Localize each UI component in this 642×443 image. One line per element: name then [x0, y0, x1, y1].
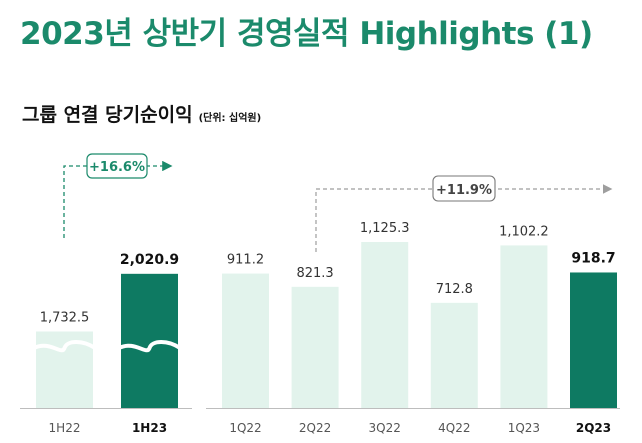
bar-3Q22 [361, 242, 409, 408]
value-label-3Q22: 1,125.3 [360, 221, 410, 236]
growth-annotations: +16.6% +11.9% [63, 153, 613, 252]
value-label-1Q23: 1,102.2 [499, 224, 549, 239]
axis-break-wave [33, 340, 97, 353]
bar-1H23 [121, 273, 178, 408]
tick-label-1Q22: 1Q22 [229, 421, 261, 435]
page-title: 2023년 상반기 경영실적 Highlights (1) [20, 16, 593, 52]
tick-label-2Q22: 2Q22 [299, 421, 331, 435]
tick-label-3Q22: 3Q22 [369, 421, 401, 435]
bar-2Q23 [570, 272, 617, 408]
quarter-growth-box [432, 175, 496, 202]
subtitle-text: 그룹 연결 당기순이익 [22, 104, 193, 126]
value-label-2Q22: 821.3 [296, 266, 333, 281]
bar-1Q22 [222, 273, 269, 408]
bar-1Q23 [500, 245, 548, 408]
bar-4Q22 [430, 302, 478, 408]
value-label-1Q22: 911.2 [227, 253, 264, 268]
bar-2Q22 [291, 286, 339, 408]
quarter-bars: 911.2 1Q22 821.3 2Q22 1,125.3 3Q22 712.8 4Q22 1,… [206, 221, 620, 435]
half-growth-box [86, 153, 148, 179]
chart-subtitle: 그룹 연결 당기순이익 (단위: 십억원) [22, 100, 261, 127]
value-label-2Q23: 918.7 [571, 250, 615, 266]
quarter-growth-arrow [315, 184, 613, 252]
half-year-bars: 1,732.5 1H22 2,020.9 1H23 [20, 252, 192, 435]
tick-label-1H22: 1H22 [49, 421, 81, 435]
quarter-growth-label: +11.9% [436, 183, 492, 198]
tick-label-2Q23: 2Q23 [576, 421, 611, 435]
value-label-4Q22: 712.8 [436, 282, 473, 297]
tick-label-1H23: 1H23 [132, 421, 167, 435]
tick-label-1Q23: 1Q23 [508, 421, 540, 435]
axis-break-wave [118, 340, 182, 353]
value-label-1H23: 2,020.9 [120, 252, 179, 268]
value-label-1H22: 1,732.5 [40, 311, 90, 326]
half-growth-label: +16.6% [89, 160, 145, 175]
unit-label: (단위: 십억원) [198, 113, 262, 124]
tick-label-4Q22: 4Q22 [438, 421, 470, 435]
